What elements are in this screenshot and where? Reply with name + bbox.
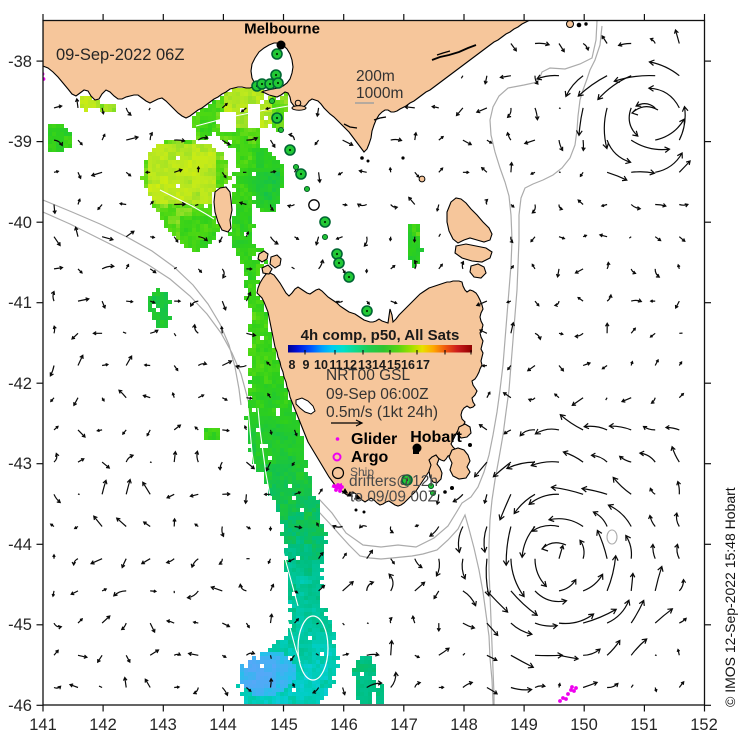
svg-text:148: 148 <box>450 716 478 734</box>
svg-text:12: 12 <box>343 358 357 372</box>
svg-text:Hobart: Hobart <box>410 429 462 446</box>
svg-text:-38: -38 <box>8 53 32 71</box>
svg-text:152: 152 <box>690 716 718 734</box>
svg-text:-46: -46 <box>8 697 32 715</box>
svg-text:151: 151 <box>630 716 658 734</box>
svg-text:-44: -44 <box>8 536 32 554</box>
svg-text:143: 143 <box>149 716 177 734</box>
svg-text:17: 17 <box>416 358 430 372</box>
svg-text:Melbourne: Melbourne <box>244 21 320 38</box>
svg-text:-42: -42 <box>8 375 32 393</box>
svg-text:150: 150 <box>570 716 598 734</box>
svg-text:-43: -43 <box>8 455 32 473</box>
svg-text:-41: -41 <box>8 294 32 312</box>
svg-text:141: 141 <box>29 716 57 734</box>
svg-text:Glider: Glider <box>351 431 397 448</box>
svg-text:200m: 200m <box>356 68 395 85</box>
svg-text:10: 10 <box>314 358 328 372</box>
svg-text:11: 11 <box>329 358 342 372</box>
svg-text:15: 15 <box>387 358 401 372</box>
svg-text:13: 13 <box>358 358 372 372</box>
svg-text:© IMOS 12-Sep-2022 15:48 Hobar: © IMOS 12-Sep-2022 15:48 Hobart <box>722 487 738 707</box>
svg-text:NRT00 GSL: NRT00 GSL <box>326 367 411 384</box>
svg-text:4h comp, p50, All Sats: 4h comp, p50, All Sats <box>301 327 460 344</box>
svg-text:147: 147 <box>390 716 418 734</box>
svg-text:145: 145 <box>270 716 298 734</box>
svg-text:drifters@12h: drifters@12h <box>349 473 438 490</box>
svg-text:0.5m/s (1kt 24h): 0.5m/s (1kt 24h) <box>326 404 438 421</box>
svg-text:to 09/09 00Z: to 09/09 00Z <box>350 489 437 506</box>
svg-text:09-Sep-2022 06Z: 09-Sep-2022 06Z <box>56 46 184 64</box>
svg-text:149: 149 <box>510 716 538 734</box>
svg-text:-40: -40 <box>8 214 32 232</box>
svg-text:09-Sep 06:00Z: 09-Sep 06:00Z <box>326 386 429 403</box>
svg-text:9: 9 <box>303 358 310 372</box>
svg-text:-39: -39 <box>8 133 32 151</box>
svg-text:16: 16 <box>401 358 415 372</box>
svg-text:-45: -45 <box>8 616 32 634</box>
svg-text:144: 144 <box>209 716 237 734</box>
svg-text:1000m: 1000m <box>356 85 403 102</box>
svg-text:146: 146 <box>330 716 358 734</box>
svg-text:Argo: Argo <box>351 449 389 466</box>
svg-text:14: 14 <box>372 358 386 372</box>
svg-text:Ship: Ship <box>350 465 374 479</box>
svg-text:142: 142 <box>89 716 117 734</box>
svg-text:8: 8 <box>289 358 296 372</box>
